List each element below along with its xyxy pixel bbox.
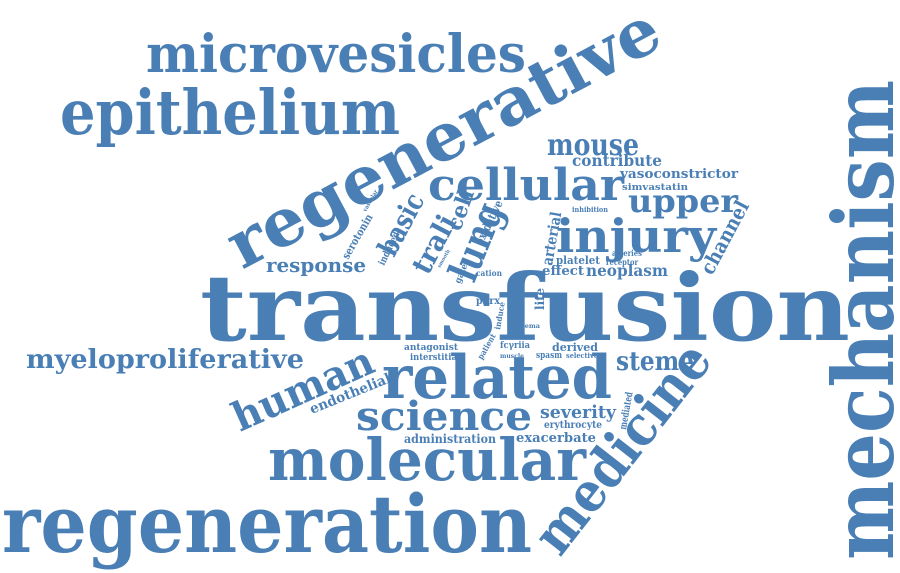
word-administration: administration bbox=[404, 432, 496, 446]
word-receptor: receptor bbox=[606, 257, 639, 267]
word-related: related bbox=[382, 343, 612, 413]
word-microvesicles: microvesicles bbox=[146, 24, 526, 85]
word-antagonist: antagonist bbox=[404, 343, 459, 353]
word-steme: steme bbox=[616, 347, 694, 377]
word-selective: selective bbox=[566, 351, 599, 360]
word-life: life bbox=[533, 288, 547, 310]
word-spasm: spasm bbox=[536, 351, 562, 361]
word-mouse: mouse bbox=[547, 128, 639, 163]
word-transfusion: transfusion bbox=[200, 254, 850, 362]
word-platelet: platelet bbox=[556, 254, 601, 267]
word-derived: derived bbox=[552, 341, 598, 354]
word-neoplasm: neoplasm bbox=[586, 261, 668, 280]
word-fcyriia: fcγriia bbox=[500, 341, 530, 351]
word-severity: severity bbox=[540, 402, 617, 423]
word-upper: upper bbox=[628, 182, 739, 220]
word-molecular: molecular bbox=[268, 426, 587, 494]
word-response: response bbox=[266, 253, 366, 277]
word-science: science bbox=[356, 393, 532, 440]
word-simvastatin: simvastatin bbox=[622, 183, 689, 193]
word-muscle: muscle bbox=[500, 353, 524, 360]
word-epithelium: epithelium bbox=[60, 76, 400, 149]
word-cellular: cellular bbox=[428, 160, 625, 211]
word-arteries: arteries bbox=[612, 248, 642, 258]
word-p2rx: p2rx bbox=[476, 296, 501, 307]
word-induce: induce bbox=[492, 301, 507, 330]
word-contribute: contribute bbox=[572, 151, 662, 170]
word-myeloproliferative: myeloproliferative bbox=[26, 345, 304, 375]
word-exacerbate: exacerbate bbox=[516, 431, 596, 446]
word-erythrocyte: erythrocyte bbox=[544, 420, 602, 431]
word-injury: injury bbox=[556, 209, 717, 263]
word-edema: edema bbox=[516, 323, 540, 330]
word-effect: effect bbox=[542, 264, 584, 279]
word-mechanism: mechanism bbox=[814, 80, 900, 560]
word-interstitial: interstitial bbox=[410, 353, 461, 363]
word-cation: cation bbox=[476, 268, 502, 278]
word-vasoconstrictor: vasoconstrictor bbox=[619, 167, 738, 182]
word-regeneration: regeneration bbox=[2, 477, 532, 571]
word-inhibition: inhibition bbox=[572, 205, 608, 214]
